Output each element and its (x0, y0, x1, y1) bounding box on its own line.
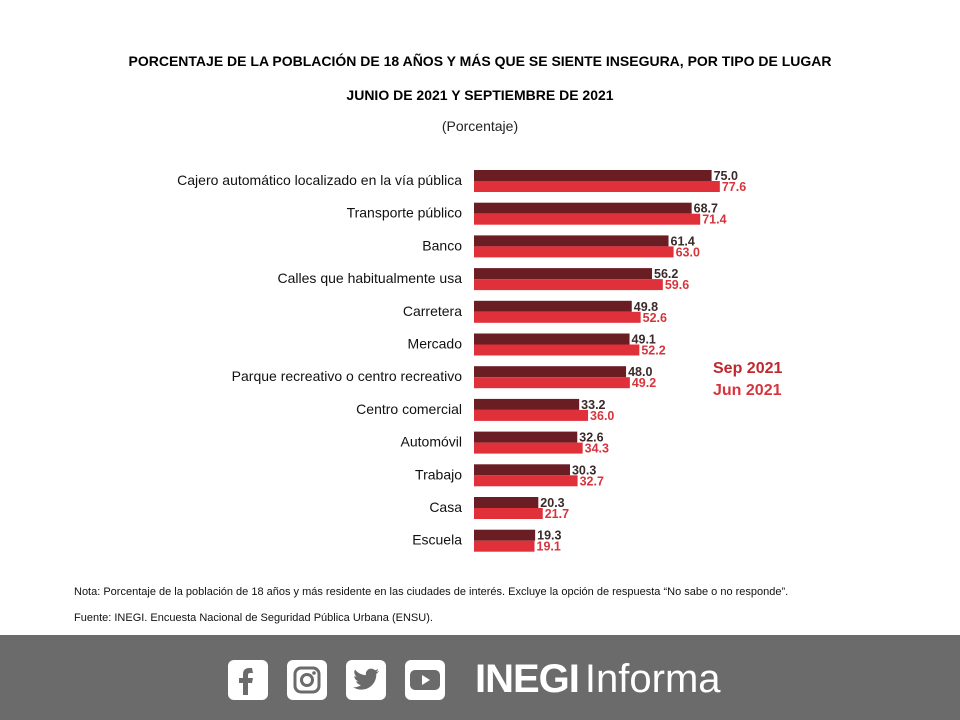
data-label-jun-2021: 77.6 (722, 180, 746, 194)
bar-sep-2021 (474, 300, 632, 312)
data-label-sep-2021: 33.2 (581, 398, 605, 412)
category-label: Mercado (408, 336, 463, 352)
bar-jun-2021 (474, 442, 583, 454)
category-label: Trabajo (415, 466, 462, 482)
data-label-sep-2021: 32.6 (579, 431, 603, 445)
bar-sep-2021 (474, 170, 712, 181)
data-label-jun-2021: 34.3 (585, 442, 609, 456)
data-label-sep-2021: 49.8 (634, 300, 658, 314)
bar-sep-2021 (474, 333, 630, 345)
bar-sep-2021 (474, 235, 669, 247)
bar-sep-2021 (474, 366, 627, 378)
data-label-jun-2021: 52.6 (643, 311, 667, 325)
data-label-jun-2021: 63.0 (676, 245, 700, 259)
chart-subtitle: JUNIO DE 2021 Y SEPTIEMBRE DE 2021 (346, 87, 614, 103)
bar-jun-2021 (474, 377, 630, 389)
bar-jun-2021 (474, 409, 589, 421)
bar-sep-2021 (474, 464, 570, 476)
bar-chart: Cajero automático localizado en la vía p… (177, 169, 782, 554)
bar-jun-2021 (474, 344, 640, 356)
brand-light-text: Informa (584, 657, 721, 701)
data-label-jun-2021: 36.0 (590, 409, 614, 423)
bar-jun-2021 (474, 246, 674, 258)
category-label: Casa (429, 499, 462, 515)
bar-sep-2021 (474, 398, 580, 410)
category-label: Escuela (412, 532, 462, 548)
data-label-sep-2021: 61.4 (671, 234, 695, 248)
chart-title: PORCENTAJE DE LA POBLACIÓN DE 18 AÑOS Y … (128, 53, 832, 69)
bar-sep-2021 (474, 431, 578, 443)
data-label-sep-2021: 75.0 (714, 169, 738, 183)
chart-unit: (Porcentaje) (441, 118, 519, 134)
bar-jun-2021 (474, 508, 543, 519)
brand-bold-text: INEGI (475, 657, 580, 701)
data-label-jun-2021: 21.7 (545, 507, 569, 521)
category-label: Banco (422, 237, 462, 253)
category-label: Transporte público (347, 205, 463, 221)
bar-jun-2021 (474, 540, 535, 552)
data-label-sep-2021: 20.3 (540, 496, 564, 510)
category-label: Centro comercial (356, 401, 462, 417)
data-label-sep-2021: 19.3 (537, 529, 561, 543)
bar-jun-2021 (474, 475, 578, 487)
bar-sep-2021 (474, 529, 536, 541)
data-label-sep-2021: 68.7 (694, 202, 718, 216)
data-label-jun-2021: 19.1 (537, 540, 561, 554)
inegi-informa-logo: INEGI Informa (475, 655, 721, 703)
data-label-sep-2021: 49.1 (632, 333, 656, 347)
twitter-icon[interactable] (346, 660, 386, 700)
data-label-sep-2021: 56.2 (654, 267, 678, 281)
legend-sep-2021: Sep 2021 (713, 360, 782, 377)
bar-sep-2021 (474, 268, 653, 280)
category-label: Calles que habitualmente usa (278, 270, 463, 286)
data-label-jun-2021: 52.2 (641, 344, 665, 358)
data-label-jun-2021: 32.7 (580, 474, 604, 488)
category-label: Cajero automático localizado en la vía p… (177, 172, 462, 188)
note-text: Nota: Porcentaje de la población de 18 a… (74, 586, 789, 598)
data-label-jun-2021: 71.4 (702, 213, 726, 227)
source-text: Fuente: INEGI. Encuesta Nacional de Segu… (74, 612, 433, 624)
category-label: Parque recreativo o centro recreativo (232, 368, 463, 384)
bar-sep-2021 (474, 202, 692, 214)
bar-sep-2021 (474, 497, 539, 508)
bar-jun-2021 (474, 213, 701, 225)
category-label: Automóvil (401, 434, 462, 450)
bar-jun-2021 (474, 181, 720, 192)
bar-jun-2021 (474, 311, 641, 323)
category-label: Carretera (403, 303, 462, 319)
bar-jun-2021 (474, 279, 663, 291)
data-label-jun-2021: 59.6 (665, 278, 689, 292)
legend-jun-2021: Jun 2021 (713, 382, 782, 399)
data-label-sep-2021: 48.0 (628, 365, 652, 379)
data-label-sep-2021: 30.3 (572, 463, 596, 477)
data-label-jun-2021: 49.2 (632, 376, 656, 390)
footer-bar: INEGI Informa (0, 635, 960, 720)
youtube-icon[interactable] (405, 660, 445, 700)
facebook-icon[interactable] (228, 660, 268, 700)
instagram-icon[interactable] (287, 660, 327, 700)
